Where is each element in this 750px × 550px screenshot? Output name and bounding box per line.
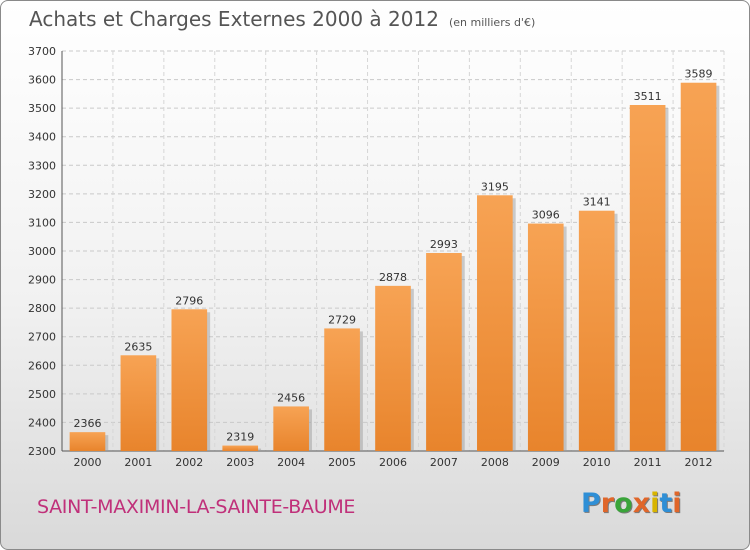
logo-letter: t: [659, 488, 673, 519]
chart-subtitle: (en milliers d'€): [448, 16, 536, 29]
data-label-2010: 3141: [583, 196, 611, 209]
y-tick-label: 3600: [28, 74, 56, 87]
x-tick-label: 2009: [532, 456, 560, 469]
data-label-2007: 2993: [430, 238, 458, 251]
data-label-2004: 2456: [277, 391, 305, 404]
x-tick-label: 2000: [73, 456, 101, 469]
chart-title-text: Achats et Charges Externes 2000 à 2012: [29, 7, 439, 31]
x-tick-label: 2011: [634, 456, 662, 469]
x-tick-label: 2005: [328, 456, 356, 469]
logo-letter: o: [614, 488, 633, 519]
bar-2005: [324, 328, 360, 451]
x-tick-label: 2002: [175, 456, 203, 469]
x-tick-label: 2008: [481, 456, 509, 469]
data-label-2012: 3589: [685, 68, 713, 81]
x-tick-label: 2010: [583, 456, 611, 469]
bar-2008: [477, 195, 513, 451]
data-label-2002: 2796: [175, 294, 203, 307]
bars: [69, 82, 720, 451]
data-label-2003: 2319: [226, 431, 254, 444]
data-label-2011: 3511: [634, 90, 662, 103]
chart-title: Achats et Charges Externes 2000 à 2012 (e…: [29, 7, 535, 31]
data-label-2008: 3195: [481, 180, 509, 193]
y-tick-label: 3000: [28, 245, 56, 258]
y-tick-label: 2500: [28, 388, 56, 401]
data-label-2009: 3096: [532, 209, 560, 222]
y-tick-label: 2900: [28, 274, 56, 287]
x-tick-label: 2006: [379, 456, 407, 469]
x-tick-label: 2001: [124, 456, 152, 469]
bar-2011: [629, 105, 666, 451]
y-tick-label: 3200: [28, 188, 56, 201]
x-tick-label: 2003: [226, 456, 254, 469]
y-tick-label: 2700: [28, 331, 56, 344]
y-tick-label: 3300: [28, 159, 56, 172]
y-tick-label: 2800: [28, 302, 56, 315]
bar-2006: [375, 285, 411, 451]
bar-2009: [527, 223, 564, 451]
logo-letter: P: [581, 488, 601, 519]
y-tick-label: 2400: [28, 416, 56, 429]
x-tick-label: 2012: [685, 456, 713, 469]
data-labels: 2366 2635 2796 2319 2456 2729 2878 2993 3195 3096…: [73, 68, 712, 444]
x-tick-label: 2007: [430, 456, 458, 469]
commune-name: SAINT-MAXIMIN-LA-SAINTE-BAUME: [37, 496, 356, 518]
axes: 2300 2400 2500 2600 2700 2800 2900 3000 3100 3200…: [28, 45, 724, 469]
y-tick-label: 3700: [28, 45, 56, 58]
logo-letter: r: [600, 488, 615, 519]
logo-letter: x: [632, 488, 651, 519]
data-label-2000: 2366: [73, 417, 101, 430]
y-tick-label: 3100: [28, 216, 56, 229]
data-label-2005: 2729: [328, 313, 356, 326]
bar-2007: [426, 253, 462, 451]
data-label-2006: 2878: [379, 271, 407, 284]
y-tick-label: 2600: [28, 359, 56, 372]
proxiti-logo[interactable]: Proxiti: [581, 488, 682, 519]
bar-2012: [680, 82, 717, 451]
y-tick-label: 2300: [28, 445, 56, 458]
bar-2003: [222, 445, 259, 451]
logo-letter: i: [650, 488, 660, 519]
y-tick-label: 3400: [28, 131, 56, 144]
bar-2001: [120, 355, 157, 451]
bar-2000: [69, 432, 106, 451]
x-tick-label: 2004: [277, 456, 305, 469]
logo-letter: i: [672, 488, 682, 519]
bar-2004: [273, 406, 309, 451]
bar-2010: [578, 210, 615, 451]
y-tick-label: 3500: [28, 102, 56, 115]
data-label-2001: 2635: [124, 340, 152, 353]
bar-2002: [171, 309, 208, 451]
